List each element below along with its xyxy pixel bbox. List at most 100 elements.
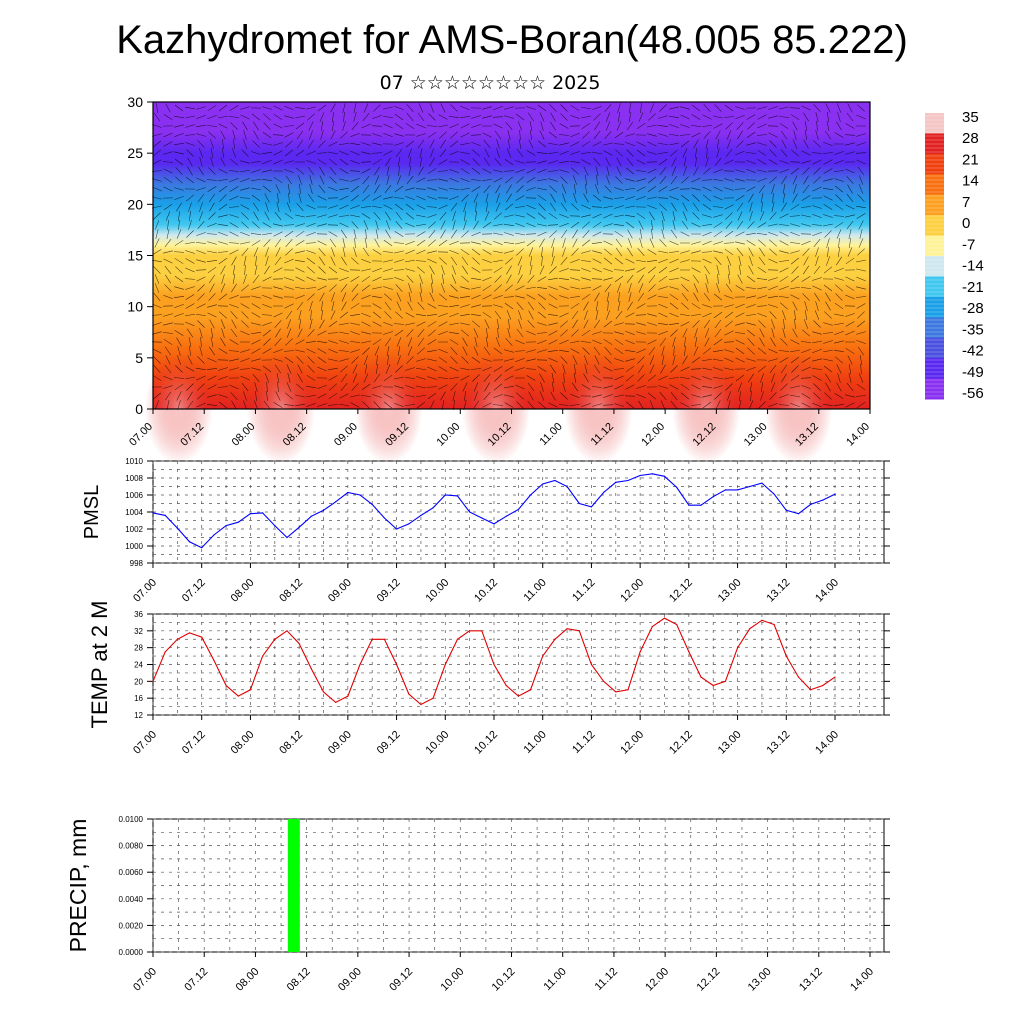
data-point [310,515,312,517]
data-point [542,483,544,485]
data-point [615,691,617,693]
colorbar-swatch [925,358,944,380]
colorbar-swatch [925,296,944,318]
x-tick-label: 13.00 [746,966,774,994]
x-tick-label: 10.12 [490,966,518,994]
y-tick-label: 5 [135,350,143,366]
colorbar-label: -28 [962,300,984,317]
colorbar-label: -35 [962,321,984,338]
data-point [627,689,629,691]
colorbar-swatch [925,194,944,216]
data-point [627,479,629,482]
colorbar-swatch [925,337,944,359]
x-tick-label: 09.00 [326,729,354,757]
x-tick-label: 09.00 [326,577,354,605]
data-point [590,663,593,666]
data-point [176,638,178,640]
data-point [408,693,410,695]
data-point [749,628,751,630]
x-tick-label: 07.12 [180,729,208,757]
y-tick-label: 0.0000 [119,948,144,957]
data-point [542,655,544,657]
data-point [785,655,787,657]
data-point [676,623,678,626]
colorbar-label: -7 [962,236,975,253]
x-tick-label: 09.00 [336,966,364,994]
x-tick-label: 11.00 [541,966,568,993]
data-point [469,511,471,513]
x-tick-label: 13.12 [764,577,792,605]
x-tick-label: 10.00 [438,966,466,994]
data-point [761,482,763,484]
data-point [554,479,556,482]
y-tick-label: 25 [127,145,143,161]
y-tick-label: 0.0020 [119,921,144,930]
grid-lines [152,818,884,953]
data-point [322,509,325,511]
x-tick-label: 07.12 [182,966,210,994]
y-tick-label: 1002 [125,525,143,534]
data-point [347,695,349,697]
colorbar-swatch [925,215,944,237]
x-tick-label: 08.12 [277,729,305,757]
data-point [213,534,215,536]
data-point [688,504,690,506]
data-point [359,663,361,666]
data-point [578,630,580,632]
colorbar-swatch [925,235,944,257]
chart-title: Kazhydromet for AMS-Boran(48.005 85.222) [116,18,908,62]
chart-subtitle: 07 ☆☆☆☆☆☆☆☆ 2025 [379,72,601,94]
colorbar-stripes [925,115,944,397]
data-point [420,514,422,517]
x-tick-label: 11.00 [537,421,564,448]
colorbar-swatch [925,276,944,298]
data-point [201,636,203,638]
data-point [736,647,739,649]
data-point [493,663,495,666]
x-tick-label: 08.00 [234,966,262,994]
colorbar-swatch [925,113,944,134]
y-tick-label: 10 [127,299,143,315]
data-point [663,617,666,619]
data-point [554,638,556,640]
x-tick-label: 07.00 [131,729,159,757]
data-point [444,494,446,496]
data-point [201,547,203,549]
x-tick-label: 12.12 [667,577,695,605]
x-tick-label: 14.00 [848,966,876,994]
x-tick-label: 13.12 [797,966,825,994]
data-point [639,651,641,653]
x-tick-label: 08.12 [277,577,305,605]
data-point [322,691,325,693]
data-point [152,512,154,514]
data-point [700,676,702,678]
x-tick-label: 10.12 [472,577,500,605]
y-tick-label: 24 [134,661,143,670]
x-tick-label: 09.12 [375,729,403,757]
y-tick-label: 16 [134,694,143,703]
x-tick-label: 13.00 [742,421,770,449]
data-point [481,517,483,519]
x-tick-label: 11.12 [593,966,620,993]
data-point [603,491,605,494]
y-tick-label: 20 [134,677,143,686]
colorbar-label: 0 [962,215,970,232]
precip-panel: 0.0000 0.0020 0.0040 0.0060 0.0080 0.0100 07.0… [65,815,890,994]
colorbar-label: 35 [962,109,979,126]
data-point [286,630,288,632]
y-axis-title: TEMP at 2 M [87,601,112,729]
y-axis-title: PRECIP, mm [65,819,91,953]
y-tick-label: 32 [134,627,143,636]
data-point [615,481,617,483]
data-point [529,494,532,496]
data-point [785,509,787,511]
x-tick-label: 13.12 [764,729,792,757]
y-tick-label: 1006 [125,491,143,500]
x-tick-label: 10.00 [423,577,451,605]
data-point [237,521,239,523]
x-tick-label: 13.00 [716,577,744,605]
y-axis-title: PMSL [81,485,103,539]
x-tick-label: 11.00 [521,729,548,756]
colorbar-label: -42 [962,343,984,360]
data-point [432,507,434,509]
